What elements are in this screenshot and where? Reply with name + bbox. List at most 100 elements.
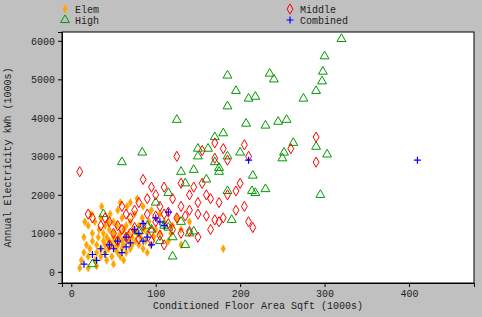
point xyxy=(274,117,283,125)
x-tick-label: 400 xyxy=(400,289,418,300)
point xyxy=(135,230,142,237)
point xyxy=(208,224,214,234)
legend-entry: Combined xyxy=(287,16,349,27)
x-tick: 0 xyxy=(69,283,75,300)
point xyxy=(170,194,176,204)
point xyxy=(86,252,91,260)
point xyxy=(320,51,329,59)
point xyxy=(265,68,274,76)
legend-entry: Middle xyxy=(287,4,336,16)
x-tick: 200 xyxy=(232,283,250,300)
point xyxy=(161,222,168,229)
point xyxy=(187,190,193,200)
point xyxy=(115,221,121,231)
point xyxy=(248,170,257,178)
series-0 xyxy=(77,195,225,272)
legend-entry: High xyxy=(61,15,99,27)
y-tick: 5000 xyxy=(31,75,62,86)
point xyxy=(97,245,104,252)
y-tick-label: 6000 xyxy=(31,37,55,48)
point xyxy=(123,243,130,250)
point xyxy=(216,197,222,207)
point xyxy=(161,240,167,250)
x-tick-label: 0 xyxy=(69,289,75,300)
chart: 01002003004000100020003000400050006000Co… xyxy=(0,0,482,317)
y-axis-line xyxy=(58,33,63,284)
point xyxy=(250,222,256,232)
point xyxy=(195,209,201,219)
point xyxy=(123,234,130,241)
point xyxy=(189,165,198,173)
y-tick-mark xyxy=(58,156,62,157)
point xyxy=(118,199,123,207)
y-tick-label: 4000 xyxy=(31,114,55,125)
point xyxy=(203,211,209,221)
point xyxy=(148,241,155,248)
y-tick-label: 5000 xyxy=(31,75,55,86)
point xyxy=(337,34,346,42)
y-tick-label: 0 xyxy=(49,268,55,279)
y-tick-label: 3000 xyxy=(31,152,55,163)
point xyxy=(144,209,150,219)
point xyxy=(251,188,260,196)
point xyxy=(223,101,232,109)
point xyxy=(223,70,232,78)
y-tick-mark xyxy=(58,272,62,273)
point xyxy=(241,201,247,211)
point xyxy=(85,209,91,219)
x-tick-mark xyxy=(156,283,157,287)
point xyxy=(195,197,201,207)
point xyxy=(168,251,177,259)
point xyxy=(119,224,125,234)
point xyxy=(203,190,209,200)
point xyxy=(115,236,121,246)
x-axis-title: Conditioned Floor Area Sqft (1000s) xyxy=(153,301,363,312)
point xyxy=(88,245,93,253)
y-tick: 3000 xyxy=(31,152,62,163)
point xyxy=(187,205,193,215)
point xyxy=(231,86,240,94)
point xyxy=(220,213,226,223)
point xyxy=(111,228,117,238)
point xyxy=(212,153,218,163)
point xyxy=(93,257,100,264)
point xyxy=(123,209,129,219)
x-tick-label: 300 xyxy=(316,289,334,300)
x-axis-line xyxy=(63,284,475,288)
point xyxy=(89,213,95,223)
point xyxy=(144,234,151,241)
point xyxy=(94,241,99,249)
point xyxy=(153,190,159,200)
point xyxy=(102,213,108,223)
point xyxy=(80,261,87,268)
legend-marker xyxy=(61,15,70,23)
legend-marker xyxy=(287,17,294,24)
point xyxy=(318,67,327,75)
point xyxy=(140,174,146,184)
point xyxy=(278,153,287,161)
point xyxy=(212,138,218,148)
point xyxy=(225,155,231,165)
point xyxy=(97,226,102,234)
x-axis: 0100200300400 xyxy=(63,283,475,300)
point xyxy=(149,182,155,192)
plot-area xyxy=(62,32,474,283)
point xyxy=(178,178,184,188)
point xyxy=(89,251,96,258)
y-tick-mark xyxy=(58,79,62,80)
x-tick-mark xyxy=(325,283,326,287)
point xyxy=(199,145,205,155)
point xyxy=(181,240,190,248)
point xyxy=(136,197,142,207)
point xyxy=(219,128,228,136)
point xyxy=(128,199,133,207)
legend-label: Combined xyxy=(300,16,348,27)
point xyxy=(110,252,115,260)
point xyxy=(99,252,104,260)
point xyxy=(261,120,270,128)
point xyxy=(233,205,239,215)
point xyxy=(299,93,308,101)
point xyxy=(237,178,243,188)
point xyxy=(114,238,121,245)
legend: ElemHighMiddleCombined xyxy=(61,4,348,27)
